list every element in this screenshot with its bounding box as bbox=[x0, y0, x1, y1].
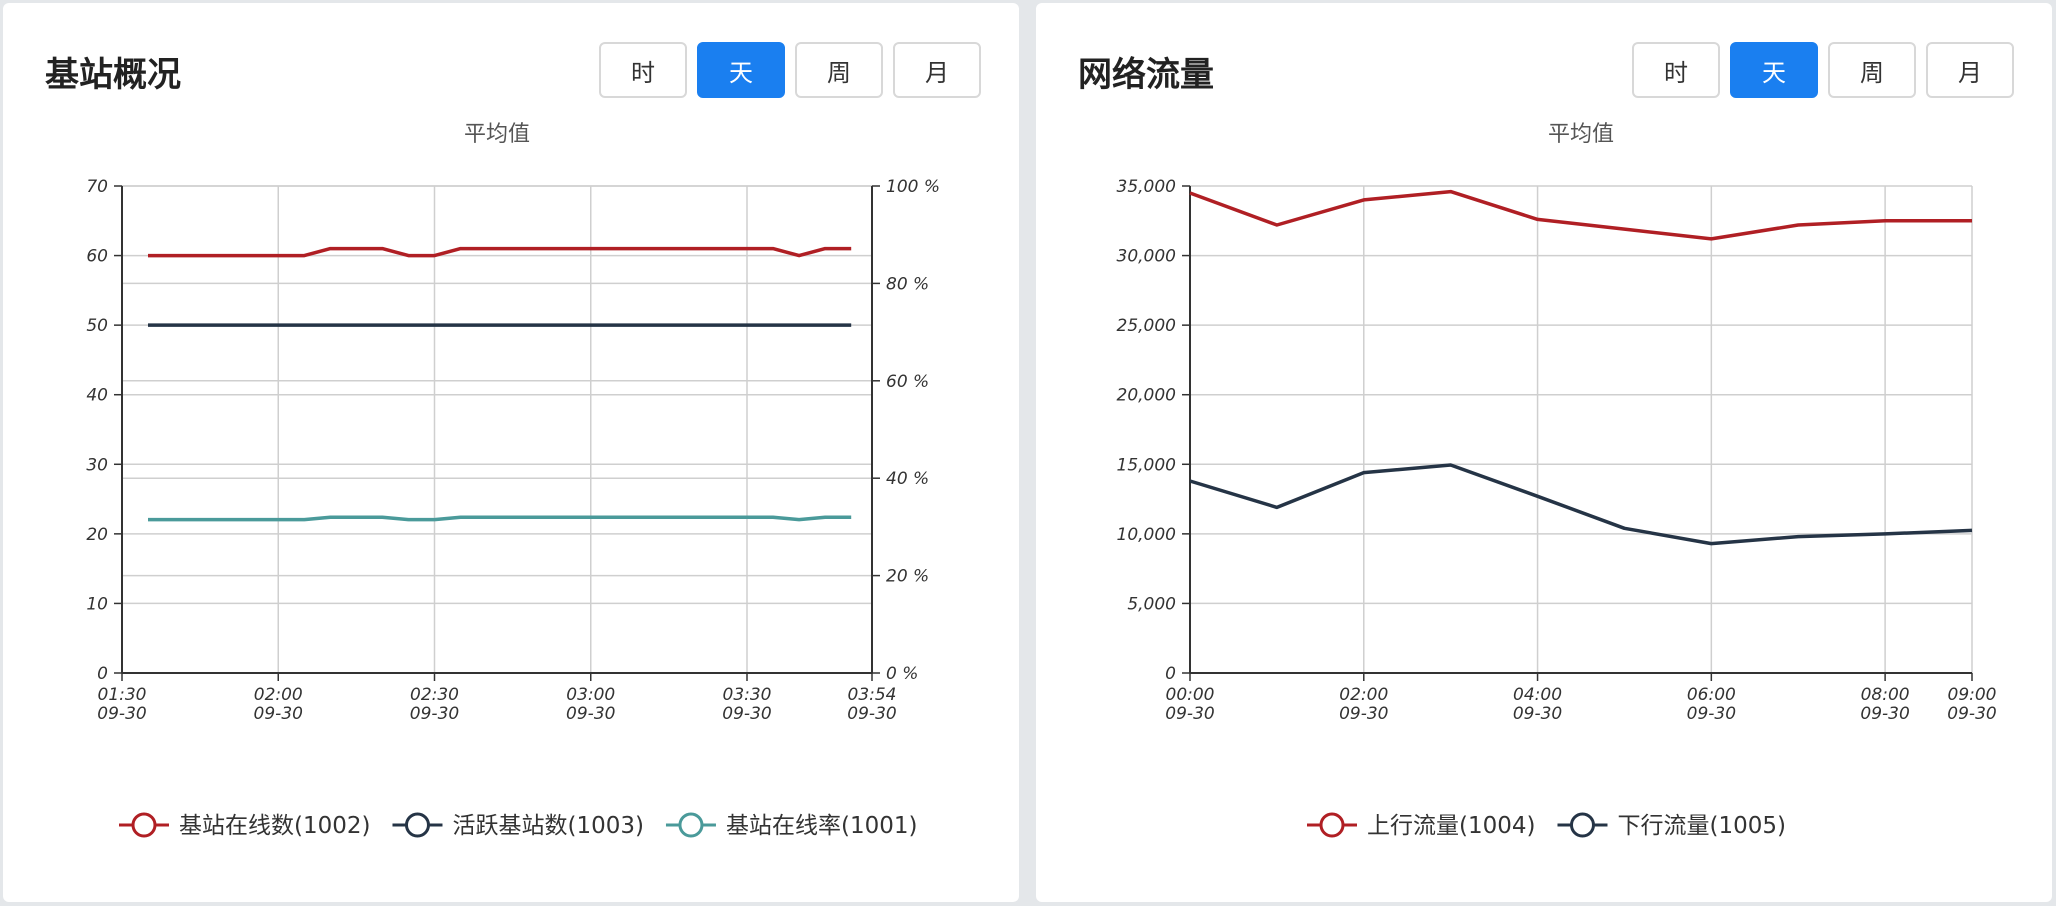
y2-tick-label: 0 % bbox=[886, 664, 918, 684]
x-tick-label: 02:00 bbox=[1339, 685, 1388, 705]
y-tick-label: 50 bbox=[86, 316, 108, 336]
legend-swatch-marker bbox=[1569, 812, 1595, 838]
series-line bbox=[1189, 463, 1973, 546]
range-month-button[interactable]: 月 bbox=[893, 42, 981, 98]
y-tick-label: 5,000 bbox=[1127, 594, 1176, 614]
y-tick-label: 25,000 bbox=[1117, 316, 1176, 336]
time-range-button-group: 时 天 周 月 bbox=[599, 42, 981, 98]
x-tick-label: 09-30 bbox=[97, 704, 146, 724]
panel-title: 网络流量 bbox=[1078, 55, 1214, 95]
x-tick-label: 09-30 bbox=[722, 704, 771, 724]
legend-label: 基站在线数(1002) bbox=[179, 813, 370, 839]
y-tick-label: 20,000 bbox=[1117, 386, 1176, 406]
range-day-button[interactable]: 天 bbox=[1730, 42, 1818, 98]
chart-title: 平均值 bbox=[464, 122, 530, 147]
x-tick-label: 09-30 bbox=[847, 704, 896, 724]
base-station-line-chart: 平均值 0 10 20 30 40 50 60 70 0 % 20 % 40 % 60 % 80 % 100… bbox=[86, 122, 940, 839]
x-tick-label: 09-30 bbox=[410, 704, 459, 724]
x-tick-label: 02:30 bbox=[410, 685, 459, 705]
x-tick-label: 09-30 bbox=[1860, 704, 1909, 724]
network-traffic-line-chart: 平均值 0 5,000 10,000 15,000 20,000 25,000 30,000 3… bbox=[1117, 122, 1997, 839]
panel-title: 基站概况 bbox=[45, 55, 181, 95]
series-line bbox=[148, 515, 852, 522]
series-line bbox=[148, 246, 852, 258]
x-tick-label: 09-30 bbox=[566, 704, 615, 724]
range-hour-button[interactable]: 时 bbox=[1632, 42, 1720, 98]
y-tick-label: 10 bbox=[86, 594, 108, 614]
y-tick-label: 70 bbox=[86, 177, 108, 197]
range-week-button[interactable]: 周 bbox=[795, 42, 883, 98]
legend: 上行流量(1004) 下行流量(1005) bbox=[1307, 812, 1786, 839]
range-day-button[interactable]: 天 bbox=[697, 42, 785, 98]
chart-title: 平均值 bbox=[1548, 122, 1614, 147]
x-tick-label: 02:00 bbox=[254, 685, 303, 705]
y-tick-label: 0 bbox=[1165, 664, 1176, 684]
y2-tick-label: 60 % bbox=[886, 372, 929, 392]
x-tick-label: 06:00 bbox=[1687, 685, 1736, 705]
y2-tick-label: 80 % bbox=[886, 274, 929, 294]
legend-label: 活跃基站数(1003) bbox=[452, 813, 643, 839]
legend: 基站在线数(1002) 活跃基站数(1003) 基站在线率(1001) bbox=[119, 812, 917, 839]
legend-swatch-marker bbox=[1319, 812, 1345, 838]
x-tick-label: 08:00 bbox=[1861, 685, 1910, 705]
y-tick-label: 20 bbox=[86, 525, 108, 545]
x-tick-label: 09-30 bbox=[1513, 704, 1562, 724]
y-tick-label: 30 bbox=[86, 455, 108, 475]
y2-tick-label: 40 % bbox=[886, 469, 929, 489]
legend-label: 基站在线率(1001) bbox=[726, 813, 917, 839]
range-month-button[interactable]: 月 bbox=[1926, 42, 2014, 98]
x-tick-label: 03:54 bbox=[848, 685, 897, 705]
legend-swatch-marker bbox=[404, 812, 430, 838]
x-tick-label: 00:00 bbox=[1166, 685, 1215, 705]
y-tick-label: 35,000 bbox=[1117, 177, 1176, 197]
x-tick-label: 09-30 bbox=[1165, 704, 1214, 724]
base-station-overview-panel: 基站概况 时 天 周 月 平均值 0 10 20 30 40 50 60 70 0 % 20 % 40… bbox=[3, 3, 1019, 902]
x-tick-label: 09-30 bbox=[1339, 704, 1388, 724]
y-tick-label: 30,000 bbox=[1117, 247, 1176, 267]
legend-swatch-marker bbox=[678, 812, 704, 838]
legend-label: 下行流量(1005) bbox=[1617, 813, 1785, 839]
range-hour-button[interactable]: 时 bbox=[599, 42, 687, 98]
x-tick-label: 09:00 bbox=[1948, 685, 1997, 705]
x-tick-label: 04:00 bbox=[1513, 685, 1562, 705]
legend-swatch-marker bbox=[131, 812, 157, 838]
y-tick-label: 40 bbox=[86, 386, 108, 406]
x-tick-label: 01:30 bbox=[98, 685, 147, 705]
x-tick-label: 09-30 bbox=[1947, 704, 1996, 724]
network-traffic-panel: 网络流量 时 天 周 月 平均值 0 5,000 10,000 15,000 20,000… bbox=[1036, 3, 2052, 902]
x-tick-label: 03:00 bbox=[566, 685, 615, 705]
series-line bbox=[1189, 189, 1972, 241]
y-tick-label: 60 bbox=[86, 247, 108, 267]
y2-tick-label: 20 % bbox=[886, 567, 929, 587]
y2-tick-label: 100 % bbox=[886, 177, 940, 197]
range-week-button[interactable]: 周 bbox=[1828, 42, 1916, 98]
x-tick-label: 09-30 bbox=[254, 704, 303, 724]
time-range-button-group: 时 天 周 月 bbox=[1632, 42, 2014, 98]
x-tick-label: 03:30 bbox=[723, 685, 772, 705]
legend-label: 上行流量(1004) bbox=[1367, 813, 1535, 839]
y-tick-label: 0 bbox=[97, 664, 108, 684]
y-tick-label: 10,000 bbox=[1117, 525, 1176, 545]
x-tick-label: 09-30 bbox=[1687, 704, 1736, 724]
y-tick-label: 15,000 bbox=[1117, 455, 1176, 475]
